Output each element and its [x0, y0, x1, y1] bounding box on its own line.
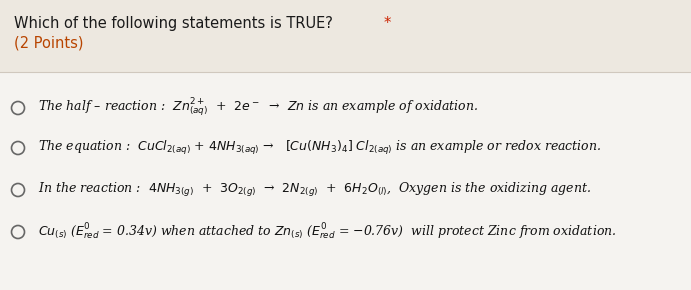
FancyBboxPatch shape — [0, 0, 691, 72]
Text: The equation :  $\mathit{CuCl_{2(aq)}}$ + $\mathit{4NH_{3(aq)}}$ →   $\mathit{[C: The equation : $\mathit{CuCl_{2(aq)}}$ +… — [38, 139, 601, 157]
FancyBboxPatch shape — [0, 72, 691, 290]
Text: (2 Points): (2 Points) — [14, 36, 84, 51]
Text: The half – reaction :  $\mathit{Zn^{2+}_{(aq)}}$  +  $\mathit{2e^-}$  →  $\mathi: The half – reaction : $\mathit{Zn^{2+}_{… — [38, 97, 478, 119]
Text: $\mathit{Cu_{(s)}}$ ($\mathit{E^0_{red}}$ = 0.34v) when attached to $\mathit{Zn_: $\mathit{Cu_{(s)}}$ ($\mathit{E^0_{red}}… — [38, 222, 616, 242]
Text: Which of the following statements is TRUE?: Which of the following statements is TRU… — [14, 16, 337, 31]
Text: *: * — [384, 16, 391, 31]
Text: In the reaction :  $\mathit{4NH_{3(g)}}$  +  $\mathit{3O_{2(g)}}$  →  $\mathit{2: In the reaction : $\mathit{4NH_{3(g)}}$ … — [38, 181, 591, 199]
